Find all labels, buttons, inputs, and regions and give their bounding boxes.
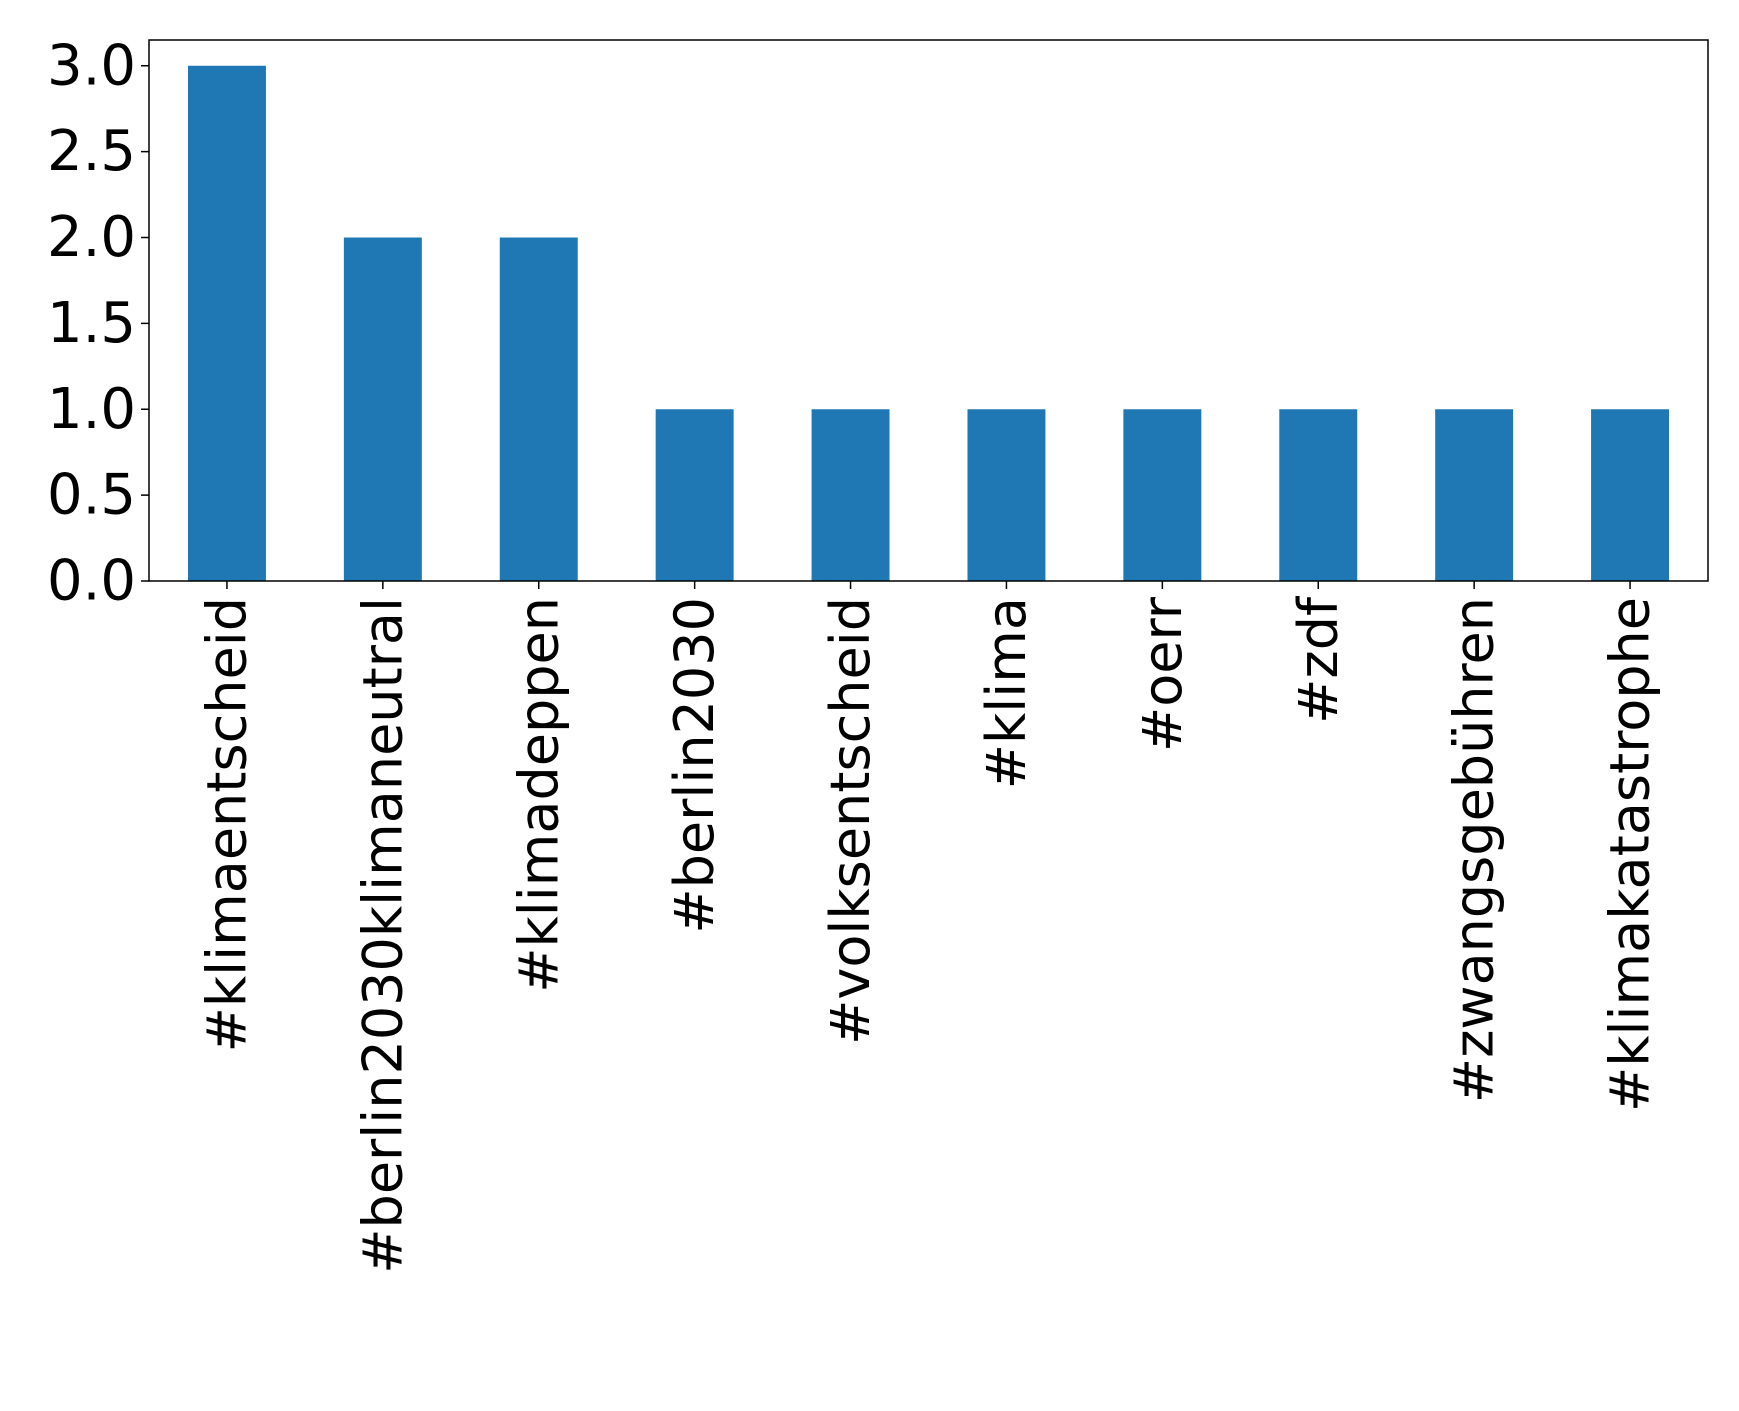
x-tick-label: #zdf: [1287, 595, 1350, 724]
x-tick-label: #berlin2030klimaneutral: [351, 597, 414, 1274]
x-tick-label: #klimaentscheid: [195, 597, 258, 1052]
y-tick-label: 2.5: [47, 119, 136, 184]
bar: [343, 237, 422, 581]
bar: [499, 237, 578, 581]
bar: [1591, 409, 1670, 581]
bar: [1435, 409, 1514, 581]
x-tick-label: #oerr: [1131, 596, 1194, 752]
bar: [967, 409, 1046, 581]
bar: [1123, 409, 1202, 581]
y-tick-label: 1.0: [47, 377, 136, 442]
bar: [187, 65, 266, 581]
x-tick-label: #klima: [975, 597, 1038, 789]
y-tick-label: 1.5: [47, 291, 136, 356]
x-tick-label: #volksentscheid: [819, 597, 882, 1045]
bar: [1279, 409, 1358, 581]
y-tick-label: 0.5: [47, 463, 136, 528]
y-tick-label: 3.0: [47, 33, 136, 98]
y-tick-label: 0.0: [47, 549, 136, 614]
bar: [655, 409, 734, 581]
plot-frame: [148, 39, 1709, 582]
y-tick-label: 2.0: [47, 205, 136, 270]
x-tick-label: #zwangsgebühren: [1443, 597, 1506, 1103]
x-tick-label: #klimadeppen: [507, 597, 570, 993]
x-tick-label: #klimakatastrophe: [1599, 597, 1662, 1112]
x-tick-label: #berlin2030: [663, 597, 726, 934]
bar: [811, 409, 890, 581]
